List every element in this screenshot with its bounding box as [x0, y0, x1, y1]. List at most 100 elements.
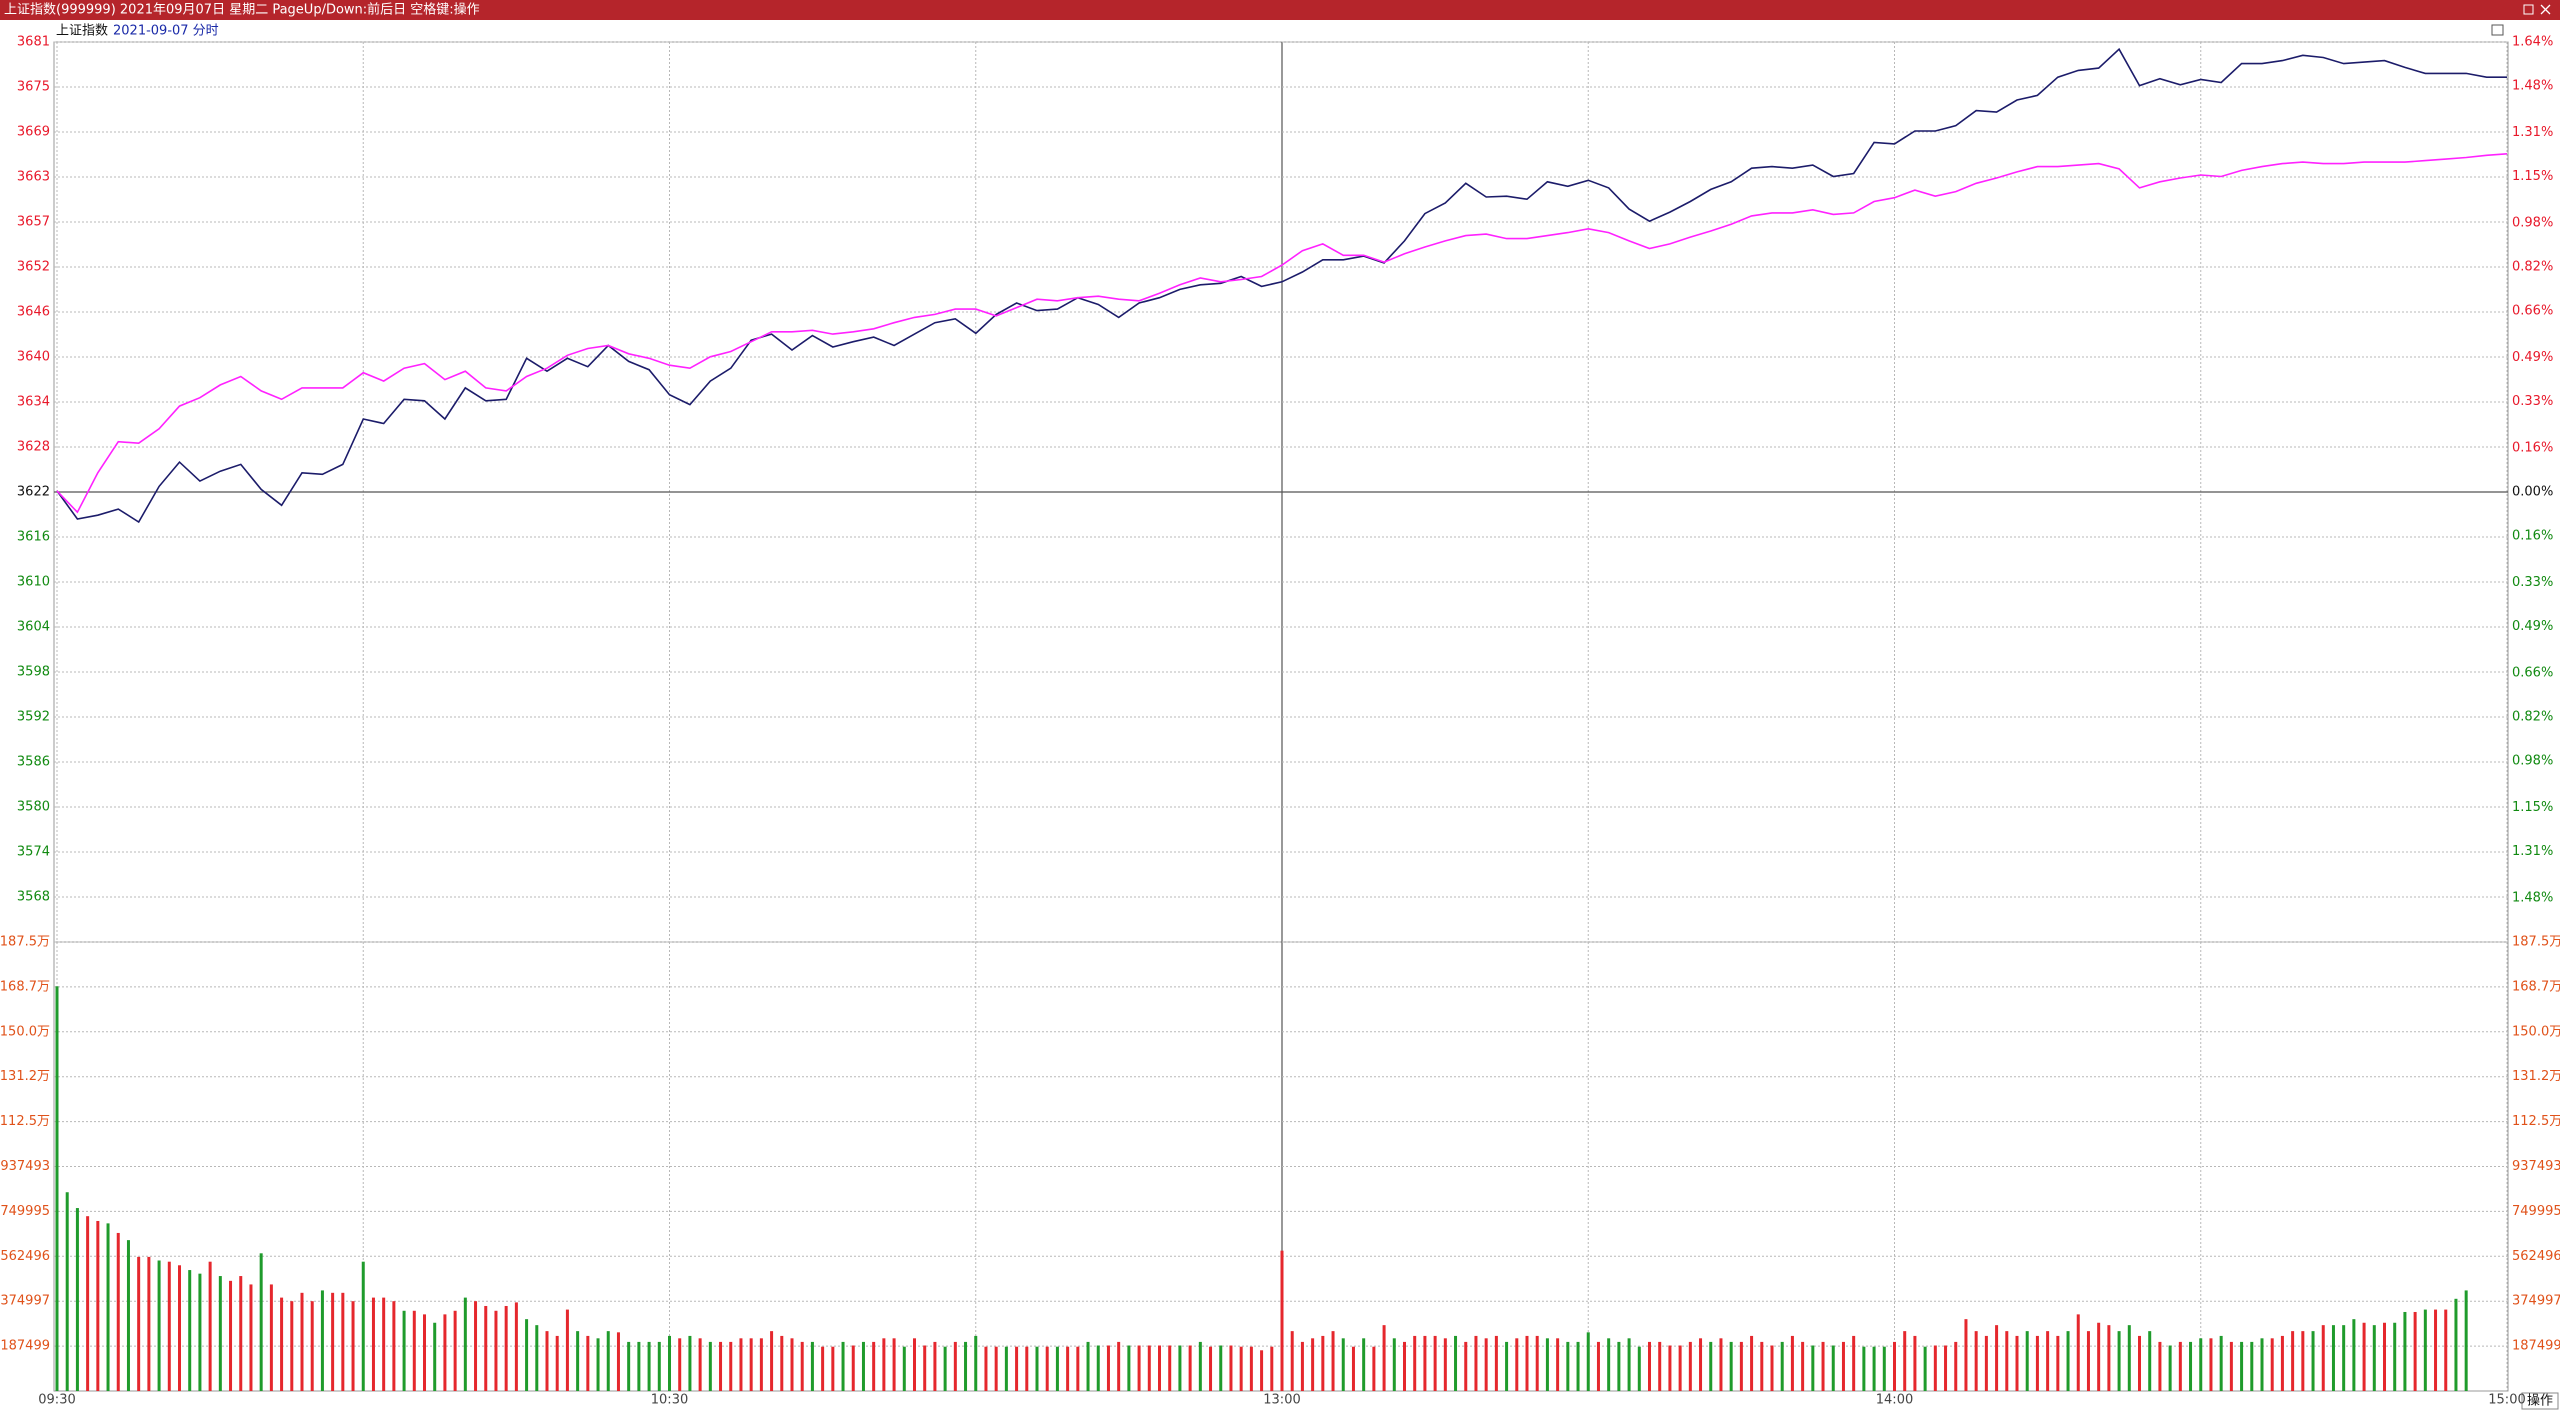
volume-bar [892, 1338, 896, 1391]
volume-bar [402, 1310, 406, 1391]
volume-bar [1045, 1346, 1049, 1391]
volume-bar [708, 1341, 712, 1391]
y-tick-label: 3592 [17, 709, 50, 724]
volume-bar [565, 1309, 569, 1391]
volume-bar [749, 1338, 753, 1391]
price-line [56, 47, 2507, 524]
y2-tick-label: 0.49% [2512, 350, 2553, 365]
volume-bar [2178, 1341, 2182, 1391]
y-tick-label: 3681 [17, 35, 50, 50]
volume-bar [2189, 1341, 2193, 1391]
volume-bar [1627, 1338, 1631, 1391]
close-button[interactable] [2540, 4, 2551, 15]
volume-bar [290, 1301, 294, 1391]
volume-bar [1331, 1331, 1335, 1391]
volume-bar [2393, 1322, 2397, 1391]
volume-bar [2280, 1335, 2284, 1391]
volume-bar [1811, 1345, 1815, 1391]
volume-bar [1464, 1341, 1468, 1391]
volume-bar [433, 1322, 437, 1391]
volume-bar [821, 1346, 825, 1391]
volume-bar [86, 1216, 90, 1391]
y-tick-label: 3669 [17, 125, 50, 140]
y2-tick-label: 0.66% [2512, 666, 2553, 681]
action-button-box[interactable] [2521, 1392, 2559, 1410]
volume-bar [320, 1290, 324, 1391]
volume-bar [1484, 1338, 1488, 1391]
volume-bar [361, 1261, 365, 1391]
volume-bar [2107, 1325, 2111, 1391]
volume-bar [1290, 1331, 1294, 1391]
volume-bar [2383, 1322, 2386, 1391]
volume-bar [902, 1346, 906, 1391]
volume-bar [1729, 1341, 1733, 1391]
panel-icon[interactable] [2491, 24, 2504, 36]
volume-bar [1852, 1335, 1856, 1391]
volume-bar [535, 1325, 539, 1391]
x-tick-label: 09:30 [38, 1393, 75, 1408]
y2-tick-label: 0.49% [2512, 619, 2553, 634]
y-tick-label: 3663 [17, 170, 50, 185]
y2-tick-label: 374997 [2512, 1294, 2560, 1309]
volume-bar [770, 1331, 774, 1391]
volume-bar [126, 1240, 130, 1391]
volume-bar [913, 1338, 916, 1391]
volume-bar [2291, 1331, 2295, 1391]
y2-tick-label: 1.31% [2512, 844, 2553, 859]
volume-bar [719, 1341, 723, 1391]
window-controls[interactable] [2523, 4, 2551, 15]
volume-bar [964, 1341, 968, 1391]
y2-tick-label: 0.33% [2512, 394, 2553, 409]
volume-bar [2148, 1331, 2152, 1391]
volume-bar [923, 1345, 927, 1391]
volume-bar [1576, 1341, 1580, 1391]
volume-bar [1913, 1335, 1917, 1391]
volume-bar [2434, 1309, 2438, 1391]
volume-bar [1954, 1341, 1958, 1391]
y-tick-label: 150.0万 [0, 1024, 50, 1039]
window-title: 上证指数(999999) 2021年09月07日 星期二 PageUp/Down… [4, 2, 480, 18]
volume-bar [1494, 1335, 1498, 1391]
volume-bar [1270, 1346, 1274, 1391]
y2-tick-label: 1.15% [2512, 169, 2553, 184]
volume-bar [1158, 1345, 1161, 1391]
volume-bar [1933, 1345, 1937, 1391]
volume-bar [1995, 1325, 1999, 1391]
volume-bar [494, 1310, 498, 1391]
volume-bar [218, 1276, 222, 1391]
volume-bar [2301, 1331, 2305, 1391]
volume-bar [657, 1341, 661, 1391]
volume-bar [1249, 1346, 1253, 1391]
volume-bar [1923, 1346, 1927, 1391]
volume-bar [974, 1335, 978, 1391]
volume-bar [371, 1297, 375, 1391]
volume-bar [1882, 1346, 1886, 1391]
volume-bar [1321, 1335, 1325, 1391]
action-button[interactable]: 操作 [2527, 1393, 2553, 1409]
volume-bar [1984, 1335, 1988, 1391]
y2-tick-label: 187.5万 [2512, 935, 2560, 950]
volume-bar [96, 1220, 100, 1391]
volume-bar [1525, 1335, 1529, 1391]
volume-bar [514, 1302, 518, 1391]
volume-bar [688, 1335, 692, 1391]
volume-bar [137, 1256, 141, 1391]
volume-bar [545, 1331, 549, 1391]
restore-button[interactable] [2523, 4, 2534, 15]
volume-bar [2219, 1335, 2223, 1391]
volume-bar [555, 1335, 559, 1391]
volume-bar [1596, 1341, 1600, 1391]
y2-tick-label: 562496 [2512, 1249, 2560, 1264]
volume-bar [2352, 1319, 2356, 1391]
volume-bar [2158, 1341, 2162, 1391]
volume-bar [157, 1260, 161, 1391]
volume-bar [1709, 1341, 1713, 1391]
y-tick-label: 3634 [17, 394, 50, 409]
volume-bar [2372, 1325, 2376, 1391]
volume-bar [1964, 1319, 1968, 1391]
volume-bar [637, 1341, 641, 1391]
volume-bar [2423, 1309, 2427, 1391]
volume-bar [423, 1314, 426, 1391]
x-tick-label: 14:00 [1876, 1393, 1913, 1408]
volume-bar [1015, 1346, 1019, 1391]
